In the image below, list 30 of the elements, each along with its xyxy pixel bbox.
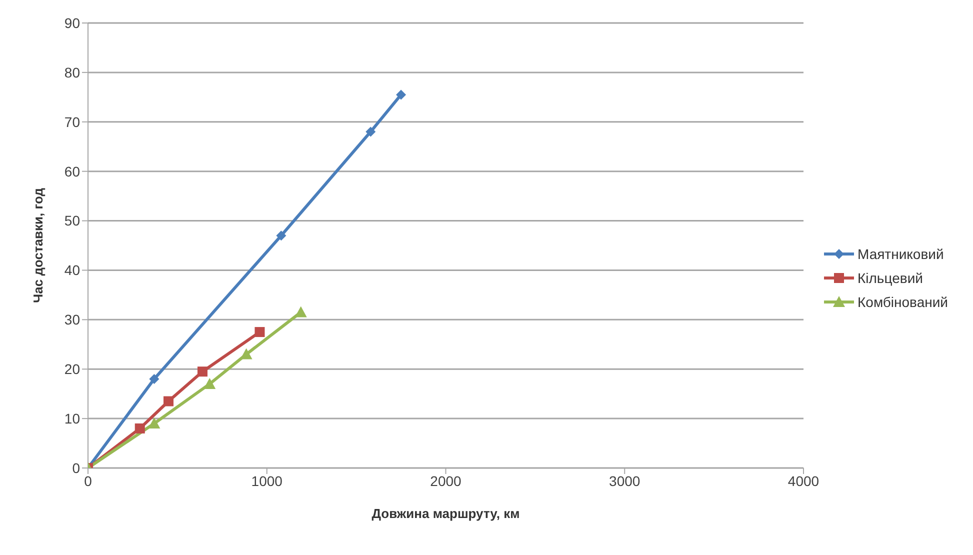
- point: [163, 396, 174, 406]
- y-tick-label: 70: [64, 114, 80, 130]
- y-tick-label: 0: [72, 460, 80, 476]
- y-tick-label: 90: [64, 14, 80, 31]
- y-tick-label: 60: [64, 163, 80, 180]
- x-tick-label: 0: [84, 472, 92, 489]
- legend-label: Маятниковий: [858, 246, 944, 262]
- point: [366, 126, 376, 137]
- y-tick-label: 20: [64, 361, 80, 378]
- x-tick-label: 3000: [609, 472, 640, 489]
- point: [396, 90, 406, 100]
- point: [254, 327, 265, 338]
- y-tick-label: 40: [64, 262, 80, 278]
- x-tick-label: 1000: [251, 472, 283, 489]
- x-tick-label: 4000: [788, 472, 820, 489]
- point: [149, 374, 160, 384]
- y-tick-label: 10: [64, 410, 80, 427]
- y-tick-label: 80: [64, 64, 80, 80]
- point: [197, 366, 208, 377]
- point: [204, 378, 216, 389]
- point: [134, 423, 145, 434]
- point: [276, 230, 286, 241]
- y-axis-title: Час доставки, год: [30, 187, 46, 304]
- y-tick-label: 50: [64, 212, 80, 229]
- x-axis-title: Довжина маршруту, км: [372, 506, 520, 521]
- point: [148, 418, 160, 428]
- y-tick-label: 30: [64, 312, 80, 328]
- legend-label: Кільцевий: [858, 270, 923, 286]
- legend-label: Комбінований: [858, 294, 948, 310]
- x-tick-label: 2000: [430, 472, 462, 489]
